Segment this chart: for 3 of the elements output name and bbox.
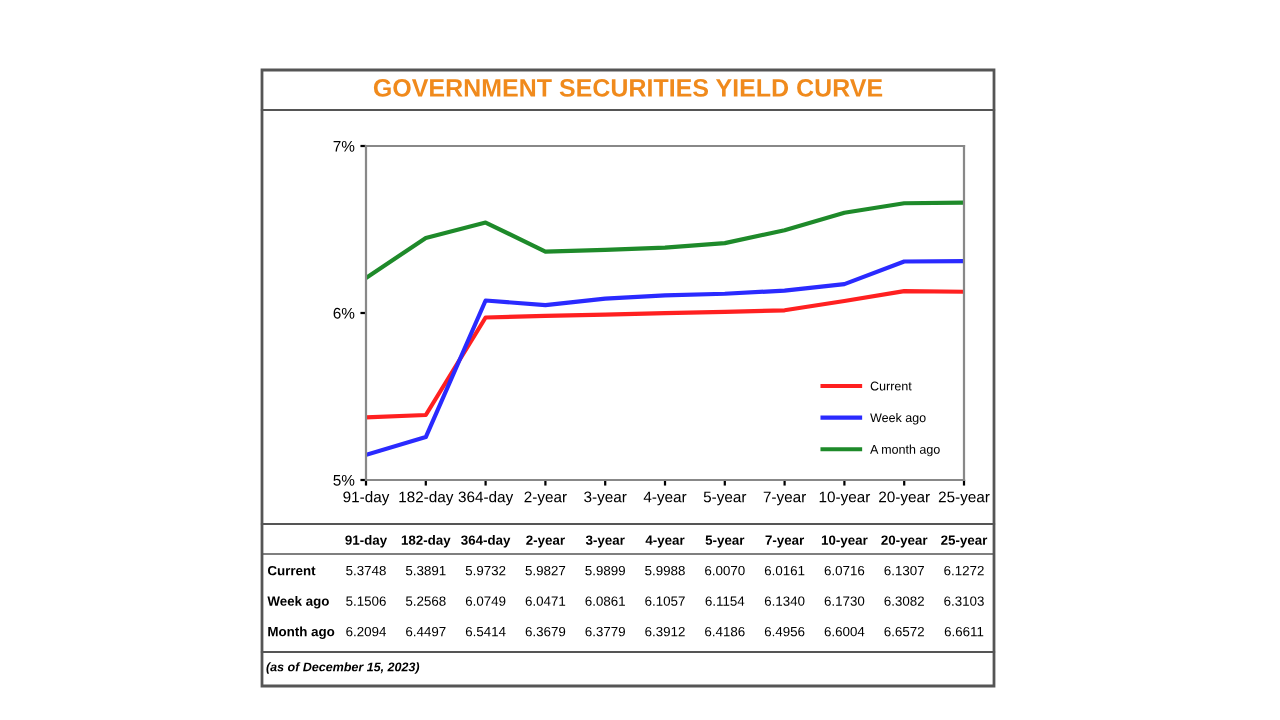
line-series: [366, 200, 964, 281]
line-series: [366, 259, 964, 457]
chart-title: GOVERNMENT SECURITIES YIELD CURVE: [373, 79, 883, 97]
